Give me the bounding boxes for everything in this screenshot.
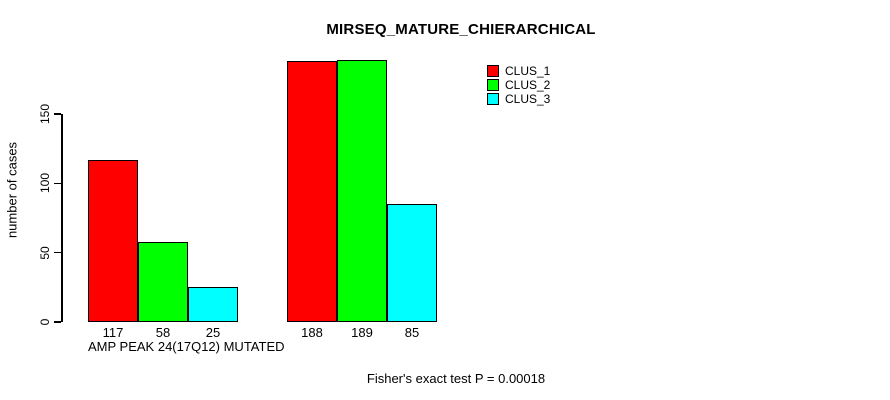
legend-item-clus_1: CLUS_1 [487,64,550,78]
chart-title: MIRSEQ_MATURE_CHIERARCHICAL [326,21,596,38]
y-axis-line [61,114,63,322]
y-axis-tick-label: 50 [38,245,52,260]
y-axis-tick [54,182,61,185]
legend-item-clus_3: CLUS_3 [487,92,550,106]
y-axis-tick [54,321,61,323]
fisher-test-annotation: Fisher's exact test P = 0.00018 [366,371,546,386]
y-axis-tick-label: 100 [38,173,52,194]
legend-swatch-icon [487,93,499,105]
y-axis-label: number of cases [4,141,20,239]
bar-clus_1-group1 [88,159,138,322]
bar-value-label: 25 [205,325,221,340]
bar-value-label: 188 [301,325,323,340]
y-axis-tick-label: 150 [38,103,52,125]
bar-value-label: 117 [102,325,124,340]
bar-clus_3-group2 [387,204,437,322]
bar-clus_2-group2 [337,59,387,322]
group1-category-label: AMP PEAK 24(17Q12) MUTATED [88,339,285,354]
y-axis-tick [54,251,61,254]
bar-clus_1-group2 [287,61,337,322]
bar-clus_2-group1 [138,241,188,322]
bar-clus_3-group1 [188,287,238,322]
y-axis-tick [54,113,61,115]
legend-item-clus_2: CLUS_2 [487,78,550,92]
legend: CLUS_1 CLUS_2 CLUS_3 [487,64,550,106]
legend-swatch-icon [487,65,499,77]
bar-value-label: 85 [404,325,420,340]
legend-label: CLUS_2 [505,78,551,92]
bar-value-label: 58 [155,325,171,340]
legend-label: CLUS_3 [505,92,551,106]
legend-swatch-icon [487,79,499,91]
y-axis-tick-label: 0 [38,318,52,326]
bar-value-label: 189 [351,325,373,340]
legend-label: CLUS_1 [505,64,551,78]
